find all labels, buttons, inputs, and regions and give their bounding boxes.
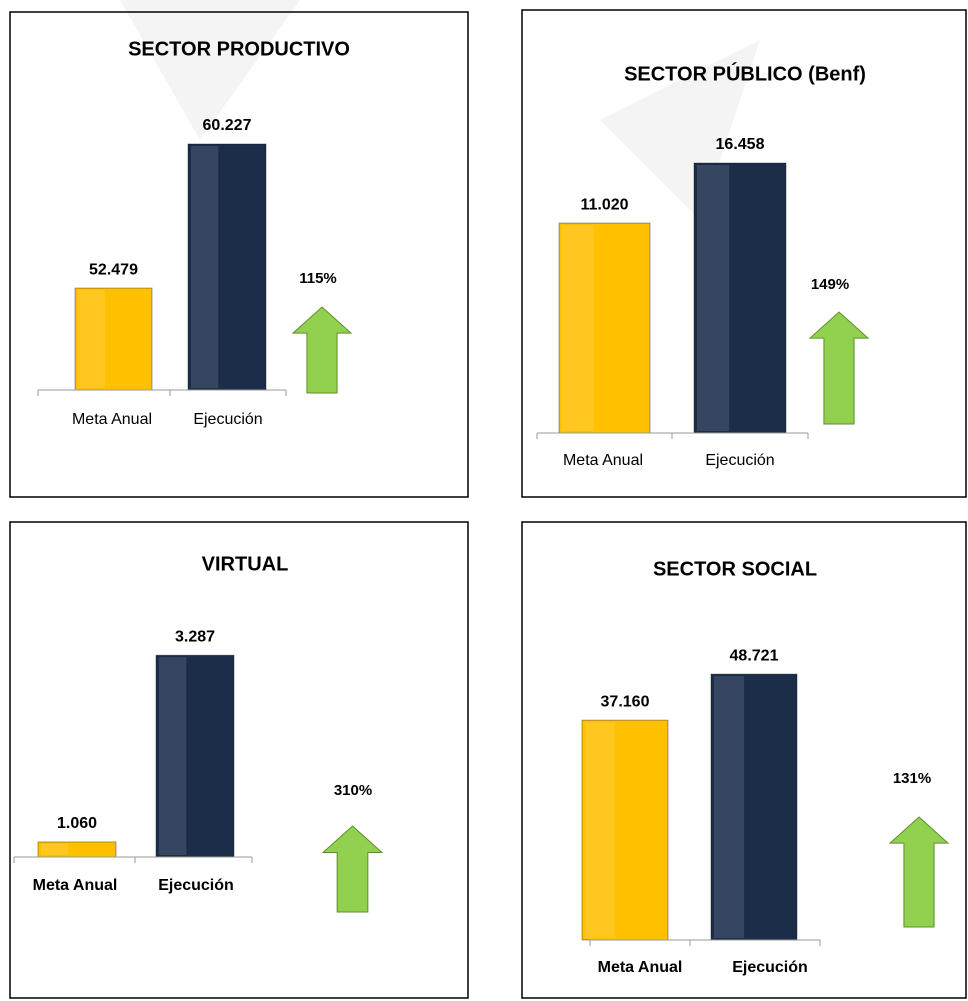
bar-shine [78,290,105,388]
watermark [120,0,300,140]
growth-label: 131% [893,770,931,787]
growth-label: 149% [811,276,849,293]
bar [187,143,267,391]
value-label: 52.479 [89,261,138,278]
chart-title: SECTOR PRODUCTIVO [128,38,350,60]
chart-title: VIRTUAL [202,553,289,575]
x-tick-label: Ejecución [705,452,774,469]
value-label: 16.458 [716,136,765,153]
bar [74,287,153,391]
panel [521,521,967,999]
panel [9,11,469,498]
bar-shine [714,676,745,938]
bar [558,222,651,434]
value-label: 60.227 [203,117,252,134]
value-label: 3.287 [175,628,215,645]
value-label: 37.160 [601,693,650,710]
x-tick-label: Meta Anual [598,959,683,976]
x-tick-label: Ejecución [732,959,808,976]
x-tick-label: Ejecución [158,877,234,894]
bar-shine [585,722,616,938]
up-arrow [888,816,950,928]
panel [9,521,469,999]
up-arrow [321,825,384,913]
chart-title: SECTOR SOCIAL [653,558,817,580]
bar-shine [562,225,594,431]
bar-shine [41,843,69,855]
x-tick-label: Meta Anual [72,411,152,428]
x-tick-label: Ejecución [193,411,262,428]
growth-label: 310% [334,782,372,799]
watermark [600,40,760,220]
value-label: 48.721 [730,647,779,664]
value-label: 11.020 [580,196,628,213]
bar-shine [697,165,730,431]
up-arrow [291,306,353,394]
growth-label: 115% [299,270,337,287]
x-tick-label: Meta Anual [33,877,118,894]
bar [710,673,798,941]
bar-shine [159,657,187,855]
bar [155,654,235,858]
value-label: 1.060 [57,815,97,832]
bar [581,719,669,941]
bar-shine [191,145,219,388]
bar [693,162,787,434]
panel [521,9,967,498]
x-tick-label: Meta Anual [563,452,643,469]
up-arrow [808,311,870,425]
chart-title: SECTOR PÚBLICO (Benf) [624,61,866,85]
